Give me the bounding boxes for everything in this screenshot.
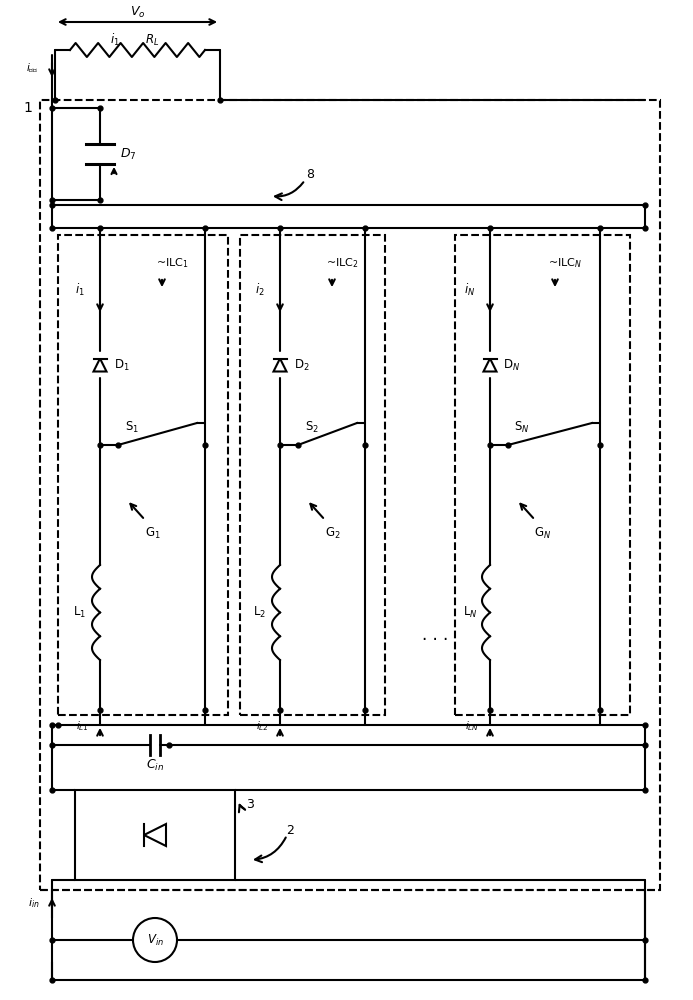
Bar	[40, 100, 660, 890]
Text: $i_2$: $i_2$	[255, 282, 265, 298]
Bar	[455, 235, 630, 715]
Text: $i_N$: $i_N$	[464, 282, 475, 298]
Text: 3: 3	[246, 798, 254, 812]
Text: $i_{负载}$: $i_{负载}$	[26, 61, 38, 75]
Text: $i_1$: $i_1$	[75, 282, 85, 298]
Text: $i_{L2}$: $i_{L2}$	[256, 719, 268, 733]
Text: ~ILC$_2$: ~ILC$_2$	[326, 256, 358, 270]
Text: L$_1$: L$_1$	[73, 605, 87, 620]
Text: D$_2$: D$_2$	[295, 357, 310, 373]
Text: G$_1$: G$_1$	[145, 525, 161, 541]
Text: 2: 2	[286, 824, 294, 836]
Text: G$_2$: G$_2$	[325, 525, 341, 541]
Text: $R_L$: $R_L$	[145, 32, 159, 48]
Text: $V_{in}$: $V_{in}$	[146, 932, 164, 948]
Text: G$_N$: G$_N$	[534, 525, 552, 541]
Text: $i_1$: $i_1$	[110, 32, 120, 48]
Text: $C_{in}$: $C_{in}$	[146, 757, 164, 773]
Text: $i_{L1}$: $i_{L1}$	[76, 719, 89, 733]
Text: 1: 1	[24, 101, 33, 115]
Text: L$_2$: L$_2$	[254, 605, 267, 620]
Text: S$_1$: S$_1$	[125, 419, 139, 435]
Text: D$_N$: D$_N$	[503, 357, 520, 373]
Text: $V_o$: $V_o$	[130, 4, 146, 20]
Text: · · ·: · · ·	[422, 631, 448, 649]
Bar	[240, 235, 385, 715]
Text: S$_N$: S$_N$	[514, 419, 529, 435]
Bar	[58, 235, 228, 715]
Text: ~ILC$_1$: ~ILC$_1$	[155, 256, 188, 270]
Text: $D_7$: $D_7$	[120, 146, 137, 162]
Text: ~ILC$_N$: ~ILC$_N$	[548, 256, 582, 270]
Text: D$_1$: D$_1$	[114, 357, 130, 373]
Text: $i_{LN}$: $i_{LN}$	[465, 719, 479, 733]
Text: S$_2$: S$_2$	[305, 419, 319, 435]
Text: L$_N$: L$_N$	[463, 605, 477, 620]
Text: 8: 8	[306, 168, 314, 182]
Bar	[75, 790, 235, 880]
Text: $i_{in}$: $i_{in}$	[28, 896, 40, 910]
